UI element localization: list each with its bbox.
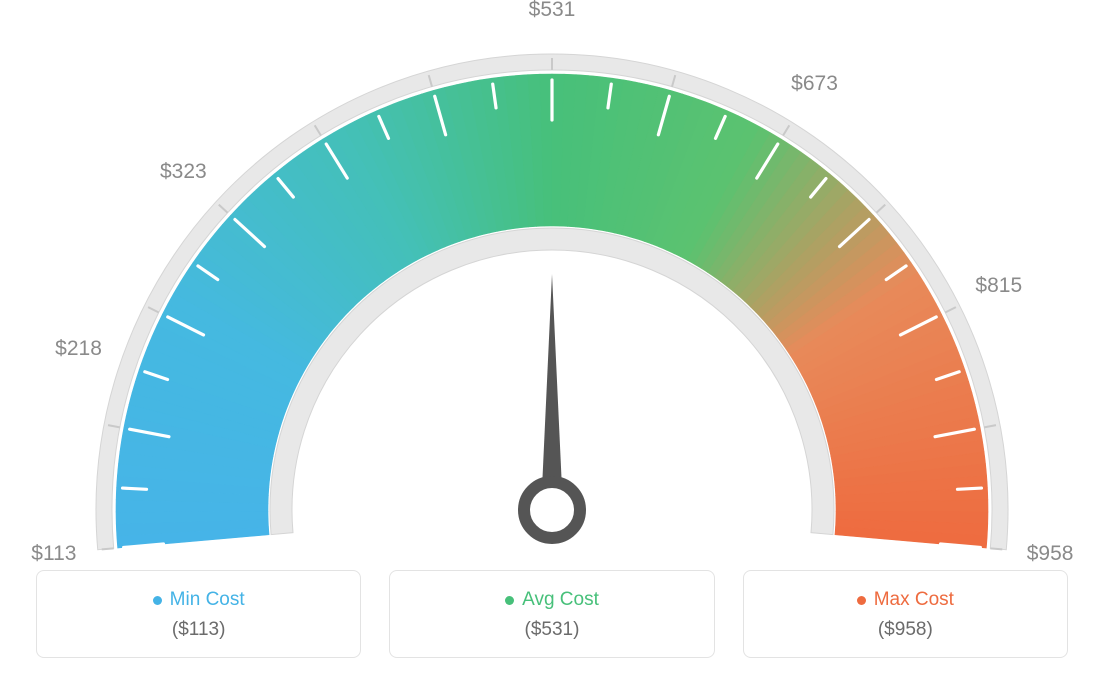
- legend-card-min: Min Cost ($113): [36, 570, 361, 658]
- legend-title-max: Max Cost: [857, 589, 954, 611]
- gauge-tick-label: $531: [529, 0, 576, 22]
- legend-card-avg: Avg Cost ($531): [389, 570, 714, 658]
- gauge-tick-label: $958: [1027, 542, 1074, 566]
- legend-label-avg: Avg Cost: [522, 589, 599, 611]
- legend-card-max: Max Cost ($958): [743, 570, 1068, 658]
- gauge-tick-label: $673: [791, 72, 838, 96]
- gauge-tick-label: $113: [31, 542, 76, 566]
- legend-value-max: ($958): [754, 619, 1057, 641]
- gauge-tick-label: $218: [55, 337, 102, 361]
- legend-title-avg: Avg Cost: [505, 589, 599, 611]
- gauge-svg: [0, 0, 1104, 570]
- gauge-chart: $113 $218 $323 $531 $673 $815 $958: [0, 0, 1104, 570]
- frame-tick: [990, 548, 1002, 549]
- legend-dot-max: [857, 596, 866, 605]
- gauge-tick-label: $323: [160, 160, 207, 184]
- legend-row: Min Cost ($113) Avg Cost ($531) Max Cost…: [0, 570, 1104, 678]
- frame-tick: [102, 548, 114, 549]
- legend-label-max: Max Cost: [874, 589, 954, 611]
- gauge-tick: [123, 488, 147, 489]
- legend-dot-avg: [505, 596, 514, 605]
- legend-value-avg: ($531): [400, 619, 703, 641]
- legend-dot-min: [153, 596, 162, 605]
- gauge-needle-hub: [524, 482, 580, 538]
- legend-label-min: Min Cost: [170, 589, 245, 611]
- gauge-needle: [541, 274, 563, 510]
- legend-title-min: Min Cost: [153, 589, 245, 611]
- legend-value-min: ($113): [47, 619, 350, 641]
- gauge-tick: [957, 488, 981, 489]
- gauge-tick-label: $815: [975, 274, 1022, 298]
